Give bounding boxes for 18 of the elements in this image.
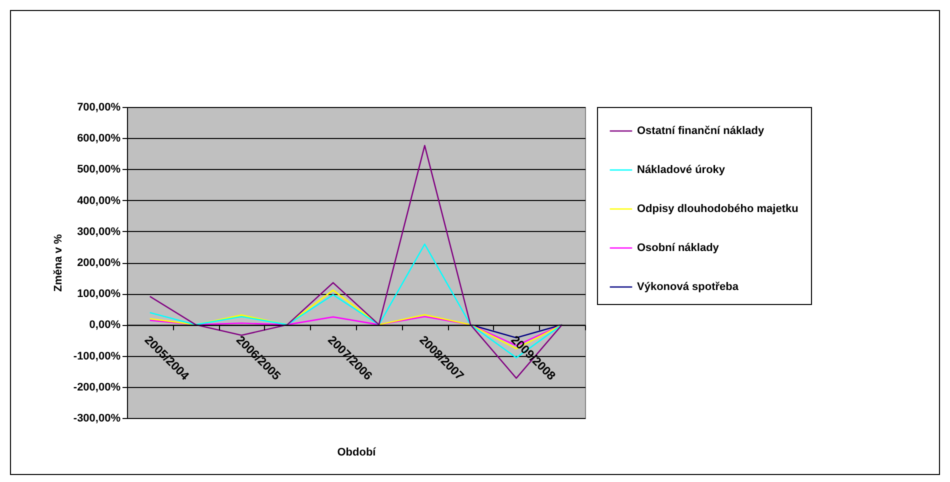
y-tick-label: 100,00% — [77, 288, 121, 300]
x-axis-title: Období — [337, 446, 377, 458]
legend-label: Nákladové úroky — [637, 164, 726, 176]
legend-label: Výkonová spotřeba — [637, 281, 740, 293]
y-tick-label: 500,00% — [77, 164, 121, 176]
y-tick-label: 200,00% — [77, 257, 121, 269]
y-tick-label: 400,00% — [77, 194, 121, 207]
y-tick-label: 700,00% — [77, 102, 121, 114]
y-tick-label: -200,00% — [73, 381, 121, 394]
legend-label: Odpisy dlouhodobého majetku — [637, 203, 798, 215]
y-tick-label: 0,00% — [89, 319, 121, 332]
legend-label: Osobní náklady — [637, 242, 720, 254]
y-tick-label: 300,00% — [77, 226, 121, 238]
y-tick-label: -300,00% — [73, 412, 121, 424]
y-tick-label: -100,00% — [73, 350, 121, 362]
y-tick-label: 600,00% — [77, 132, 121, 145]
legend-label: Ostatní finanční náklady — [637, 125, 766, 137]
y-axis-title: Změna v % — [52, 234, 64, 292]
